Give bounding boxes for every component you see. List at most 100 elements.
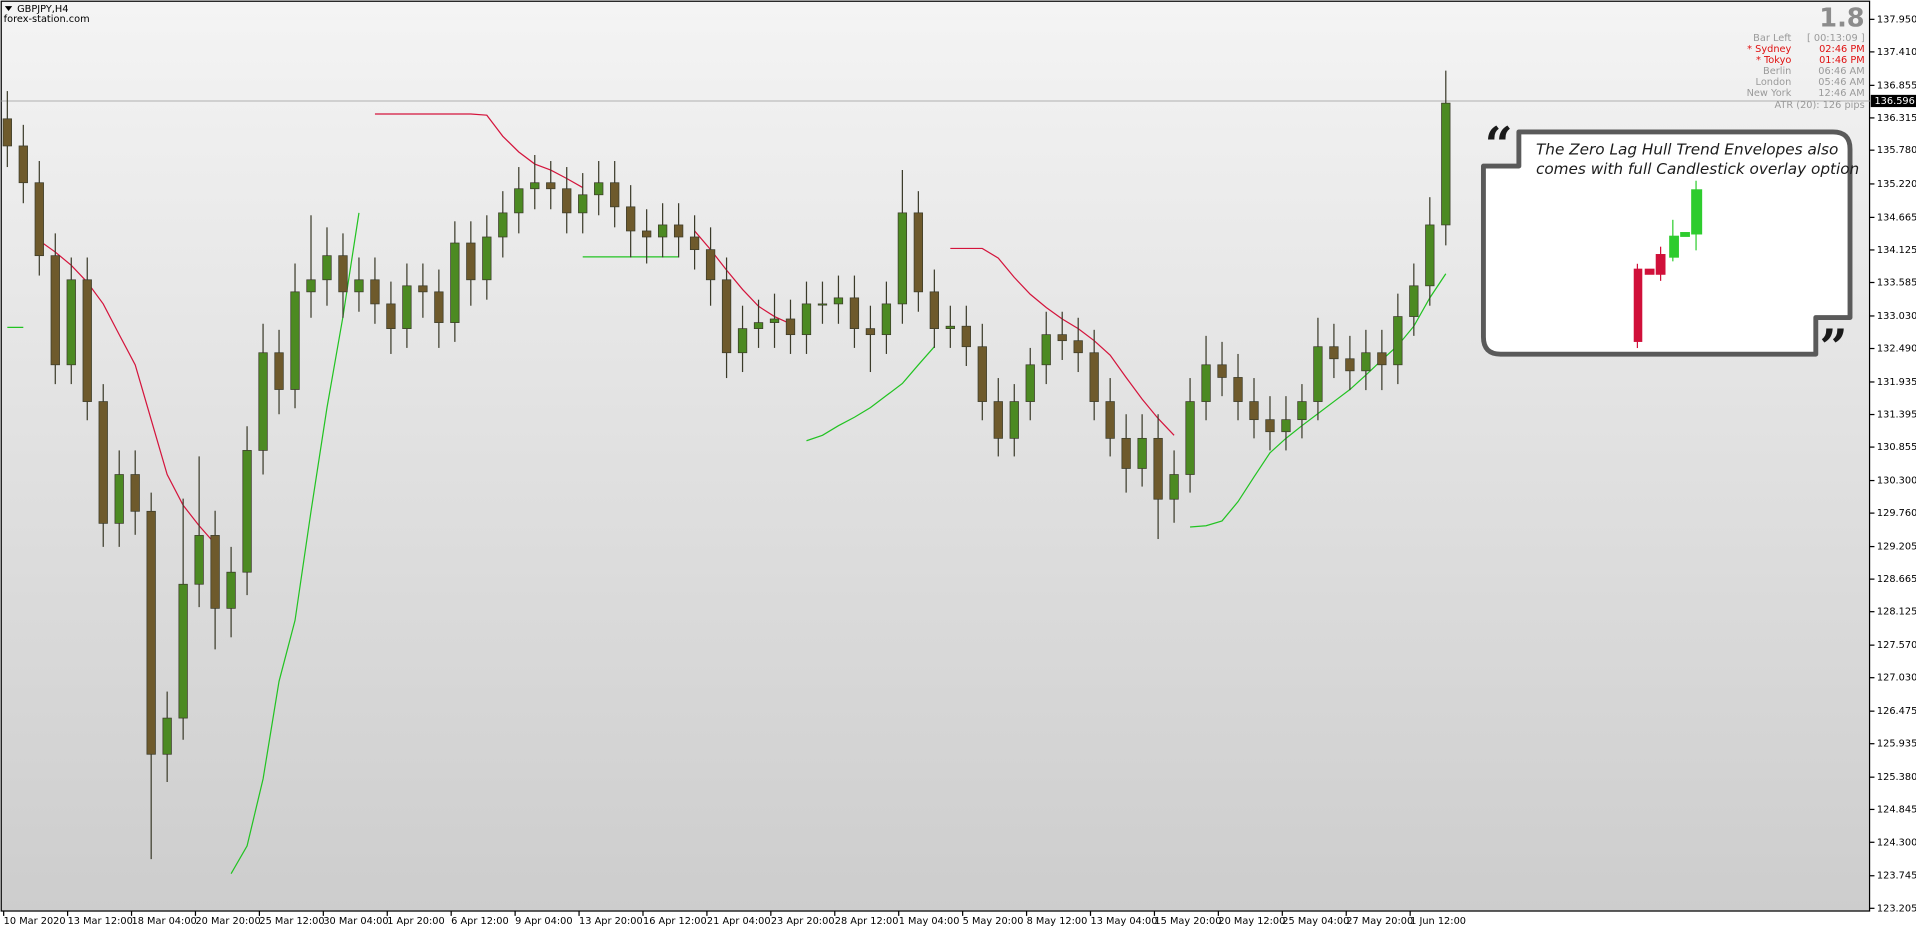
example-body (1655, 254, 1666, 275)
y-tick-label: 123.205 (1877, 903, 1916, 914)
info-big-value: 1.8 (1819, 4, 1864, 34)
candle-body (929, 291, 939, 329)
info-value: 05:46 AM (1818, 77, 1864, 88)
candle-body (642, 230, 652, 238)
candle-body (178, 583, 188, 719)
x-tick-label: 20 Mar 20:00 (195, 916, 260, 927)
x-tick-label: 25 Mar 12:00 (259, 916, 324, 927)
x-tick-label: 8 May 12:00 (1027, 916, 1088, 927)
candle-body (1329, 346, 1339, 360)
candle-body (785, 318, 796, 336)
candle-body (865, 328, 876, 336)
y-tick-label: 133.585 (1877, 278, 1916, 289)
candle-body (2, 118, 12, 147)
x-tick-label: 10 Mar 2020 (4, 916, 66, 927)
candle-body (594, 182, 604, 196)
example-body (1644, 268, 1655, 275)
candle-body (146, 510, 156, 755)
info-label: London (1756, 77, 1792, 88)
candle-body (82, 279, 92, 402)
info-value: [ 00:13:09 ] (1807, 33, 1865, 44)
candle-body (801, 303, 812, 336)
callout-line: comes with full Candlestick overlay opti… (1536, 160, 1859, 178)
example-body (1669, 235, 1679, 258)
x-tick-label: 13 May 04:00 (1091, 916, 1158, 927)
candle-body (1297, 401, 1307, 421)
y-tick-label: 137.410 (1877, 47, 1916, 58)
candle-body (1153, 437, 1163, 500)
x-tick-label: 28 Apr 12:00 (835, 916, 899, 927)
candle-body (1265, 419, 1275, 433)
candle-body (913, 212, 924, 293)
info-value: 06:46 AM (1818, 66, 1864, 77)
candle-body (18, 145, 28, 184)
candle-body (689, 236, 700, 251)
candle-body (1345, 358, 1355, 372)
x-tick-label: 30 Mar 04:00 (323, 916, 388, 927)
y-tick-label: 130.855 (1877, 442, 1916, 453)
x-tick-label: 5 May 20:00 (963, 916, 1024, 927)
candle-body (546, 182, 556, 190)
open-quote: “ (1485, 115, 1513, 173)
candle-body (1025, 364, 1035, 402)
candle-body (833, 297, 844, 305)
candle-body (498, 212, 508, 238)
y-tick-label: 132.490 (1877, 344, 1916, 355)
info-label: * Tokyo (1756, 55, 1791, 66)
candle-body (1009, 401, 1019, 439)
watermark: forex-station.com (4, 14, 90, 25)
candle-body (306, 279, 316, 293)
y-tick-label: 125.380 (1877, 772, 1916, 783)
candle-body (50, 255, 60, 366)
info-panel: 1.8 ATR (20): 126 pips Bar Left [ 00:13:0… (1747, 4, 1865, 111)
callout-line: The Zero Lag Hull Trend Envelopes also (1536, 141, 1838, 159)
y-tick-label: 133.030 (1877, 311, 1916, 322)
candle-body (945, 325, 955, 329)
info-label: New York (1747, 88, 1792, 99)
candle-body (1281, 419, 1291, 433)
y-tick-label: 126.475 (1877, 706, 1916, 717)
candle-body (1185, 401, 1195, 475)
candle-body (1377, 352, 1387, 366)
info-label: Berlin (1763, 66, 1791, 77)
candle-body (98, 401, 108, 524)
current-price-box (1870, 94, 1916, 108)
y-tick-label: 127.030 (1877, 673, 1916, 684)
y-tick-label: 123.745 (1877, 871, 1916, 882)
candle-body (482, 236, 492, 281)
candle-body (466, 242, 476, 281)
callout-box (1480, 129, 1853, 357)
candle-body (1361, 352, 1371, 372)
candle-body (210, 535, 220, 609)
example-candles (1633, 180, 1703, 349)
candle-body (274, 352, 284, 390)
x-tick-label: 18 Mar 04:00 (132, 916, 197, 927)
y-tick-label: 127.570 (1877, 640, 1916, 651)
candle-body (226, 571, 236, 609)
y-tick-label: 131.935 (1877, 377, 1916, 388)
candle-body (881, 303, 892, 336)
candle-body (114, 474, 124, 524)
x-tick-label: 1 May 04:00 (899, 916, 960, 927)
candle-body (1137, 437, 1147, 469)
x-tick-label: 13 Mar 12:00 (68, 916, 133, 927)
x-tick-label: 1 Jun 12:00 (1410, 916, 1466, 927)
candle-body (1201, 364, 1211, 402)
info-value: 12:46 AM (1818, 88, 1864, 99)
y-tick-label: 134.125 (1877, 245, 1916, 256)
candle-body (66, 279, 76, 366)
y-tick-label: 135.780 (1877, 145, 1916, 156)
candle-layer (2, 70, 1451, 860)
menu-arrow (4, 6, 13, 11)
x-tick-label: 6 Apr 12:00 (451, 916, 508, 927)
candle-body (162, 717, 172, 755)
candle-body (290, 291, 300, 390)
x-tick-label: 16 Apr 12:00 (643, 916, 707, 927)
y-tick-label: 129.760 (1877, 508, 1916, 519)
candle-body (897, 212, 908, 305)
candle-body (1233, 377, 1243, 402)
candle-body (1313, 346, 1323, 402)
example-body (1691, 189, 1703, 235)
candle-body (849, 297, 860, 329)
y-tick-label: 134.665 (1877, 212, 1916, 223)
